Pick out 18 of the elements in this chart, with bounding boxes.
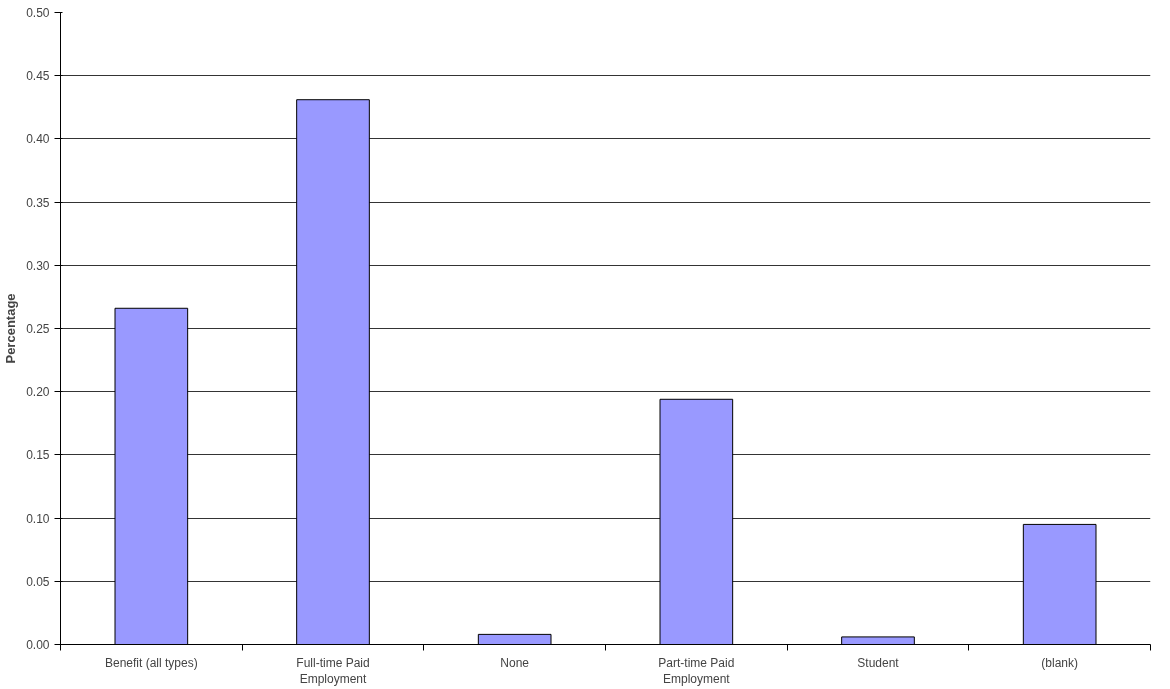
x-tick-label: None	[500, 655, 530, 670]
x-tick-label: Full-time Paid Employment	[296, 655, 370, 687]
y-tick-label: 0.50	[26, 6, 50, 20]
y-tick-label: 0.05	[26, 574, 50, 589]
y-tick-label: 0.45	[26, 69, 50, 84]
x-tick-label: Benefit (all types)	[104, 655, 198, 670]
y-tick-label: 0.10	[26, 511, 50, 526]
y-axis-title: Percentage	[3, 293, 19, 364]
y-tick-label: 0.30	[26, 258, 50, 273]
y-tick-label: 0.20	[26, 385, 50, 400]
y-tick-label: 0.25	[26, 322, 50, 336]
y-tick-label: 0.40	[26, 132, 50, 147]
x-tick-label: Part-time Paid Employment	[658, 655, 735, 687]
x-tick-label: Student	[857, 655, 900, 670]
y-tick-label: 0.35	[26, 195, 50, 210]
y-tick-label: 0.15	[26, 448, 50, 463]
y-tick-label: 0.00	[26, 638, 50, 652]
x-tick-label: (blank)	[1041, 655, 1079, 670]
